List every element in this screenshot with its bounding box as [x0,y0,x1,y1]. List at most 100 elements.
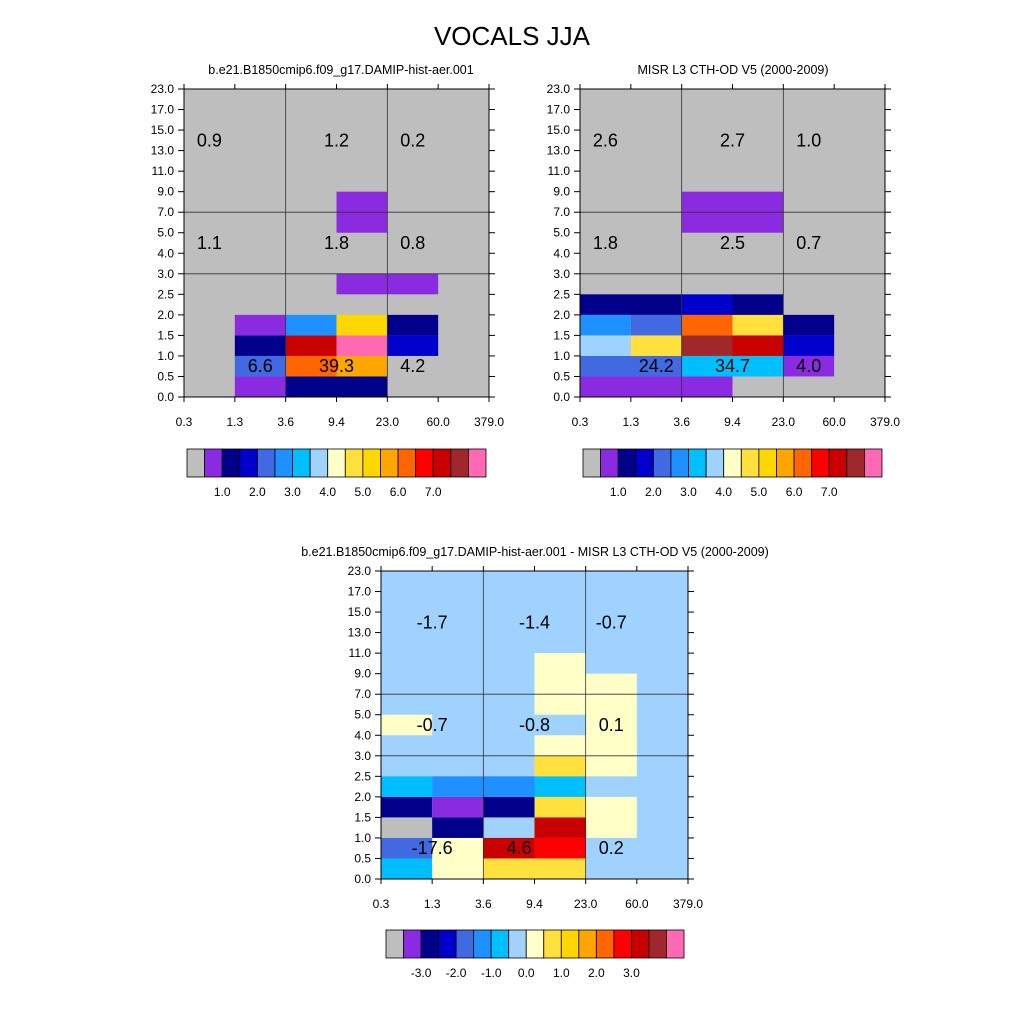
y-tick-label: 0.5 [553,369,570,383]
x-tick-label: 0.3 [176,415,193,429]
heatmap-cell [534,735,586,756]
colorbar-label: 6.0 [390,485,407,499]
colorbar-box [397,448,417,478]
region-value-label: 4.2 [400,356,425,376]
x-tick-label: 0.3 [572,415,589,429]
region-value-label: -1.4 [519,612,550,632]
colorbar-box [450,448,469,478]
region-value-label: -17.6 [412,838,453,858]
region-value-label: 2.5 [720,233,745,253]
colorbar-box [403,929,422,959]
y-tick-label: 4.0 [354,728,371,742]
colorbar-label: 5.0 [355,485,372,499]
colorbar-box [362,448,381,478]
colorbar-box [578,929,597,959]
colorbar-label: -2.0 [446,966,467,980]
colorbar-label: 2.0 [645,485,662,499]
heatmap-cell [285,314,337,336]
y-tick-label: 1.0 [157,349,174,363]
y-tick-label: 2.0 [157,308,174,322]
y-tick-label: 5.0 [157,226,174,240]
y-tick-label: 7.0 [354,687,371,701]
heatmap-cell [387,314,439,336]
colorbar-box [582,448,601,478]
region-value-label: 4.0 [796,356,821,376]
x-tick-label: 1.3 [622,415,639,429]
heatmap-cell [381,796,433,818]
y-tick-label: 4.0 [553,246,570,260]
y-tick-label: 0.5 [354,851,371,865]
colorbar-box [846,448,865,478]
colorbar-label: 3.0 [284,485,301,499]
heatmap-cell [534,796,586,818]
x-tick-label: 60.0 [625,897,649,911]
y-tick-label: 0.0 [553,390,570,404]
colorbar-box [666,929,685,959]
y-tick-label: 23.0 [547,82,571,96]
heatmap-cell [681,335,733,356]
heatmap-cell [483,858,586,879]
heatmap-cell [585,673,637,777]
colorbar-label: 6.0 [786,485,803,499]
heatmap-cell [336,355,388,377]
colorbar-label: 7.0 [821,485,838,499]
y-tick-label: 17.0 [151,103,175,117]
colorbar-box [617,448,637,478]
colorbar-box [631,929,650,959]
heatmap-cell [381,858,433,879]
heatmap-cell [432,837,484,879]
panel-2: MISR L3 CTH-OD V5 (2000-2009) 0.3 1.3 3.6 9.… [547,63,901,499]
colorbar-box [635,448,654,478]
colorbar-box [473,929,492,959]
colorbar-box [221,448,241,478]
colorbar-box [828,448,848,478]
colorbar-box [420,929,439,959]
colorbar-box [560,929,580,959]
colorbar-box [256,448,276,478]
y-tick-label: 13.0 [547,144,571,158]
x-tick-label: 60.0 [426,415,450,429]
heatmap-cell [580,294,682,315]
y-tick-label: 1.5 [354,810,371,824]
heatmap-cell [585,796,637,838]
heatmap-cell [783,355,835,377]
heatmap-cell [285,376,388,397]
colorbar-box [864,448,883,478]
x-tick-label: 60.0 [822,415,846,429]
region-value-label: 0.1 [599,715,624,735]
y-tick-label: 0.5 [157,369,174,383]
heatmap-cell [580,376,733,397]
panel-title: MISR L3 CTH-OD V5 (2000-2009) [637,63,828,77]
x-tick-label: 23.0 [574,897,598,911]
region-value-label: 0.8 [400,233,425,253]
colorbar-label: 0.0 [518,966,535,980]
region-value-label: 1.2 [324,130,349,150]
y-tick-label: 5.0 [354,708,371,722]
region-value-label: 1.8 [593,233,618,253]
heatmap-cell [783,335,835,356]
y-tick-label: 0.0 [157,390,174,404]
y-tick-label: 23.0 [151,82,175,96]
colorbar-label: 2.0 [588,966,605,980]
y-tick-label: 3.0 [157,267,174,281]
heatmap-cell [432,796,484,818]
colorbar-label: 3.0 [623,966,640,980]
colorbar-box [438,929,457,959]
colorbar-box [327,448,346,478]
heatmap-cell [381,817,433,838]
y-tick-label: 9.0 [553,185,570,199]
region-value-label: -0.7 [596,612,627,632]
colorbar-box [793,448,813,478]
region-value-label: -0.7 [417,715,448,735]
colorbar-box [468,448,487,478]
heatmap-cell [681,294,733,315]
y-tick-label: 13.0 [348,626,372,640]
y-tick-label: 2.5 [157,287,174,301]
region-value-label: 0.7 [796,233,821,253]
x-tick-label: 3.6 [673,415,690,429]
colorbar-box [811,448,830,478]
x-tick-label: 379.0 [673,897,703,911]
y-tick-label: 9.0 [354,667,371,681]
heatmap-cell [580,335,631,356]
colorbar-label: 5.0 [751,485,768,499]
